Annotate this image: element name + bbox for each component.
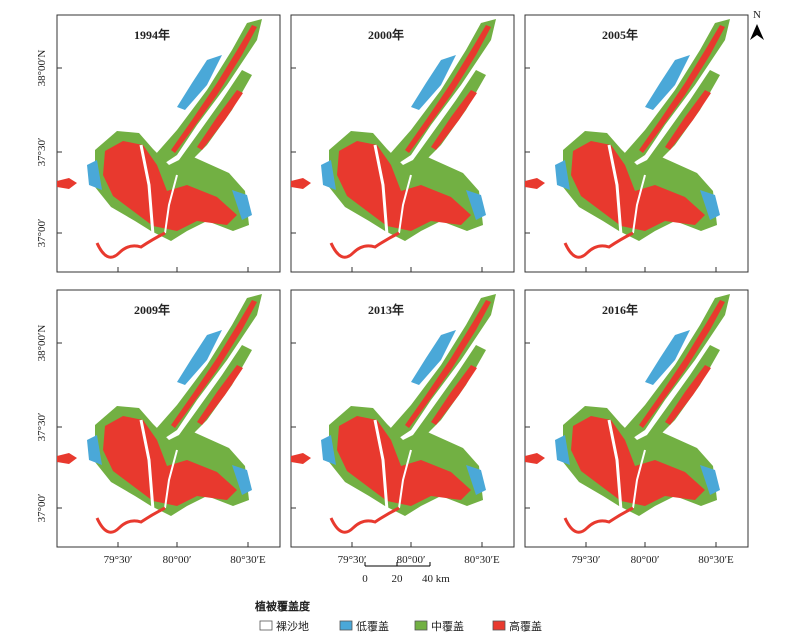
x-tick-label: 79°30′ (338, 554, 367, 566)
legend-label: 裸沙地 (276, 619, 309, 633)
y-tick-label: 37°30′ (36, 413, 48, 442)
legend-swatch (339, 620, 353, 631)
scale-label: 0 (362, 573, 368, 585)
y-tick-label: 37°30′ (36, 138, 48, 167)
year-label: 2016年 (602, 302, 638, 317)
x-tick-label: 79°30′ (572, 554, 601, 566)
x-tick-label: 80°30′E (464, 554, 500, 566)
x-tick-label: 80°30′E (230, 554, 266, 566)
legend-label: 中覆盖 (431, 619, 464, 633)
north-label: N (753, 9, 761, 21)
x-tick-label: 79°30′ (104, 554, 133, 566)
scale-label: 40 km (422, 573, 450, 585)
year-label: 2009年 (134, 302, 170, 317)
year-label: 2013年 (368, 302, 404, 317)
legend-swatch (414, 620, 428, 631)
y-tick-label: 37°00′ (36, 219, 48, 248)
year-label: 2005年 (602, 27, 638, 42)
y-tick-label: 38°00′N (36, 50, 48, 87)
legend-swatch (259, 620, 273, 631)
y-tick-label: 38°00′N (36, 325, 48, 362)
year-label: 1994年 (134, 27, 170, 42)
scale-label: 20 (392, 573, 404, 585)
north-arrow (750, 24, 764, 40)
legend-swatch (492, 620, 506, 631)
x-tick-label: 80°00′ (631, 554, 660, 566)
legend-label: 低覆盖 (356, 619, 389, 633)
x-tick-label: 80°30′E (698, 554, 734, 566)
legend-title: 植被覆盖度 (254, 599, 311, 613)
y-tick-label: 37°00′ (36, 494, 48, 523)
x-tick-label: 80°00′ (397, 554, 426, 566)
x-tick-label: 80°00′ (163, 554, 192, 566)
legend-label: 高覆盖 (509, 619, 542, 633)
year-label: 2000年 (368, 27, 404, 42)
